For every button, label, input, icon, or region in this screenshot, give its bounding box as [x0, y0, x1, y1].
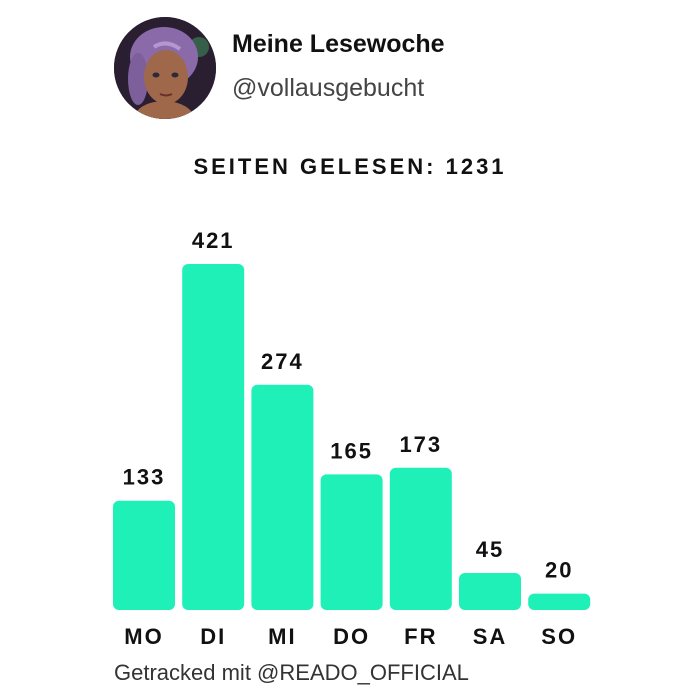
- value-label-mi: 274: [261, 349, 304, 374]
- value-label-do: 165: [330, 438, 373, 463]
- value-label-mo: 133: [123, 465, 166, 490]
- day-label-di: DI: [200, 624, 226, 649]
- user-handle: @vollausgebucht: [232, 74, 425, 102]
- bar-so: [528, 593, 591, 610]
- bar-di: [182, 264, 245, 610]
- bar-do: [320, 474, 383, 610]
- username: Meine Lesewoche: [232, 30, 445, 58]
- bar-mo: [113, 500, 175, 610]
- day-label-do: DO: [333, 624, 370, 649]
- avatar-portrait-icon: [114, 17, 216, 119]
- value-label-so: 20: [545, 558, 573, 583]
- day-label-fr: FR: [404, 624, 437, 649]
- day-label-sa: SA: [473, 624, 508, 649]
- day-label-so: SO: [541, 624, 577, 649]
- bar-fr: [389, 467, 452, 610]
- avatar: [114, 17, 216, 119]
- value-label-di: 421: [192, 228, 235, 253]
- day-label-mi: MI: [268, 624, 296, 649]
- day-label-mo: MO: [124, 624, 163, 649]
- bar-mi: [251, 384, 314, 610]
- bar-sa: [459, 573, 521, 610]
- value-label-sa: 45: [476, 537, 504, 562]
- footer-credit: Getracked mit @READO_OFFICIAL: [114, 660, 469, 685]
- chart-title: SEITEN GELESEN: 1231: [193, 154, 507, 179]
- value-label-fr: 173: [399, 432, 442, 457]
